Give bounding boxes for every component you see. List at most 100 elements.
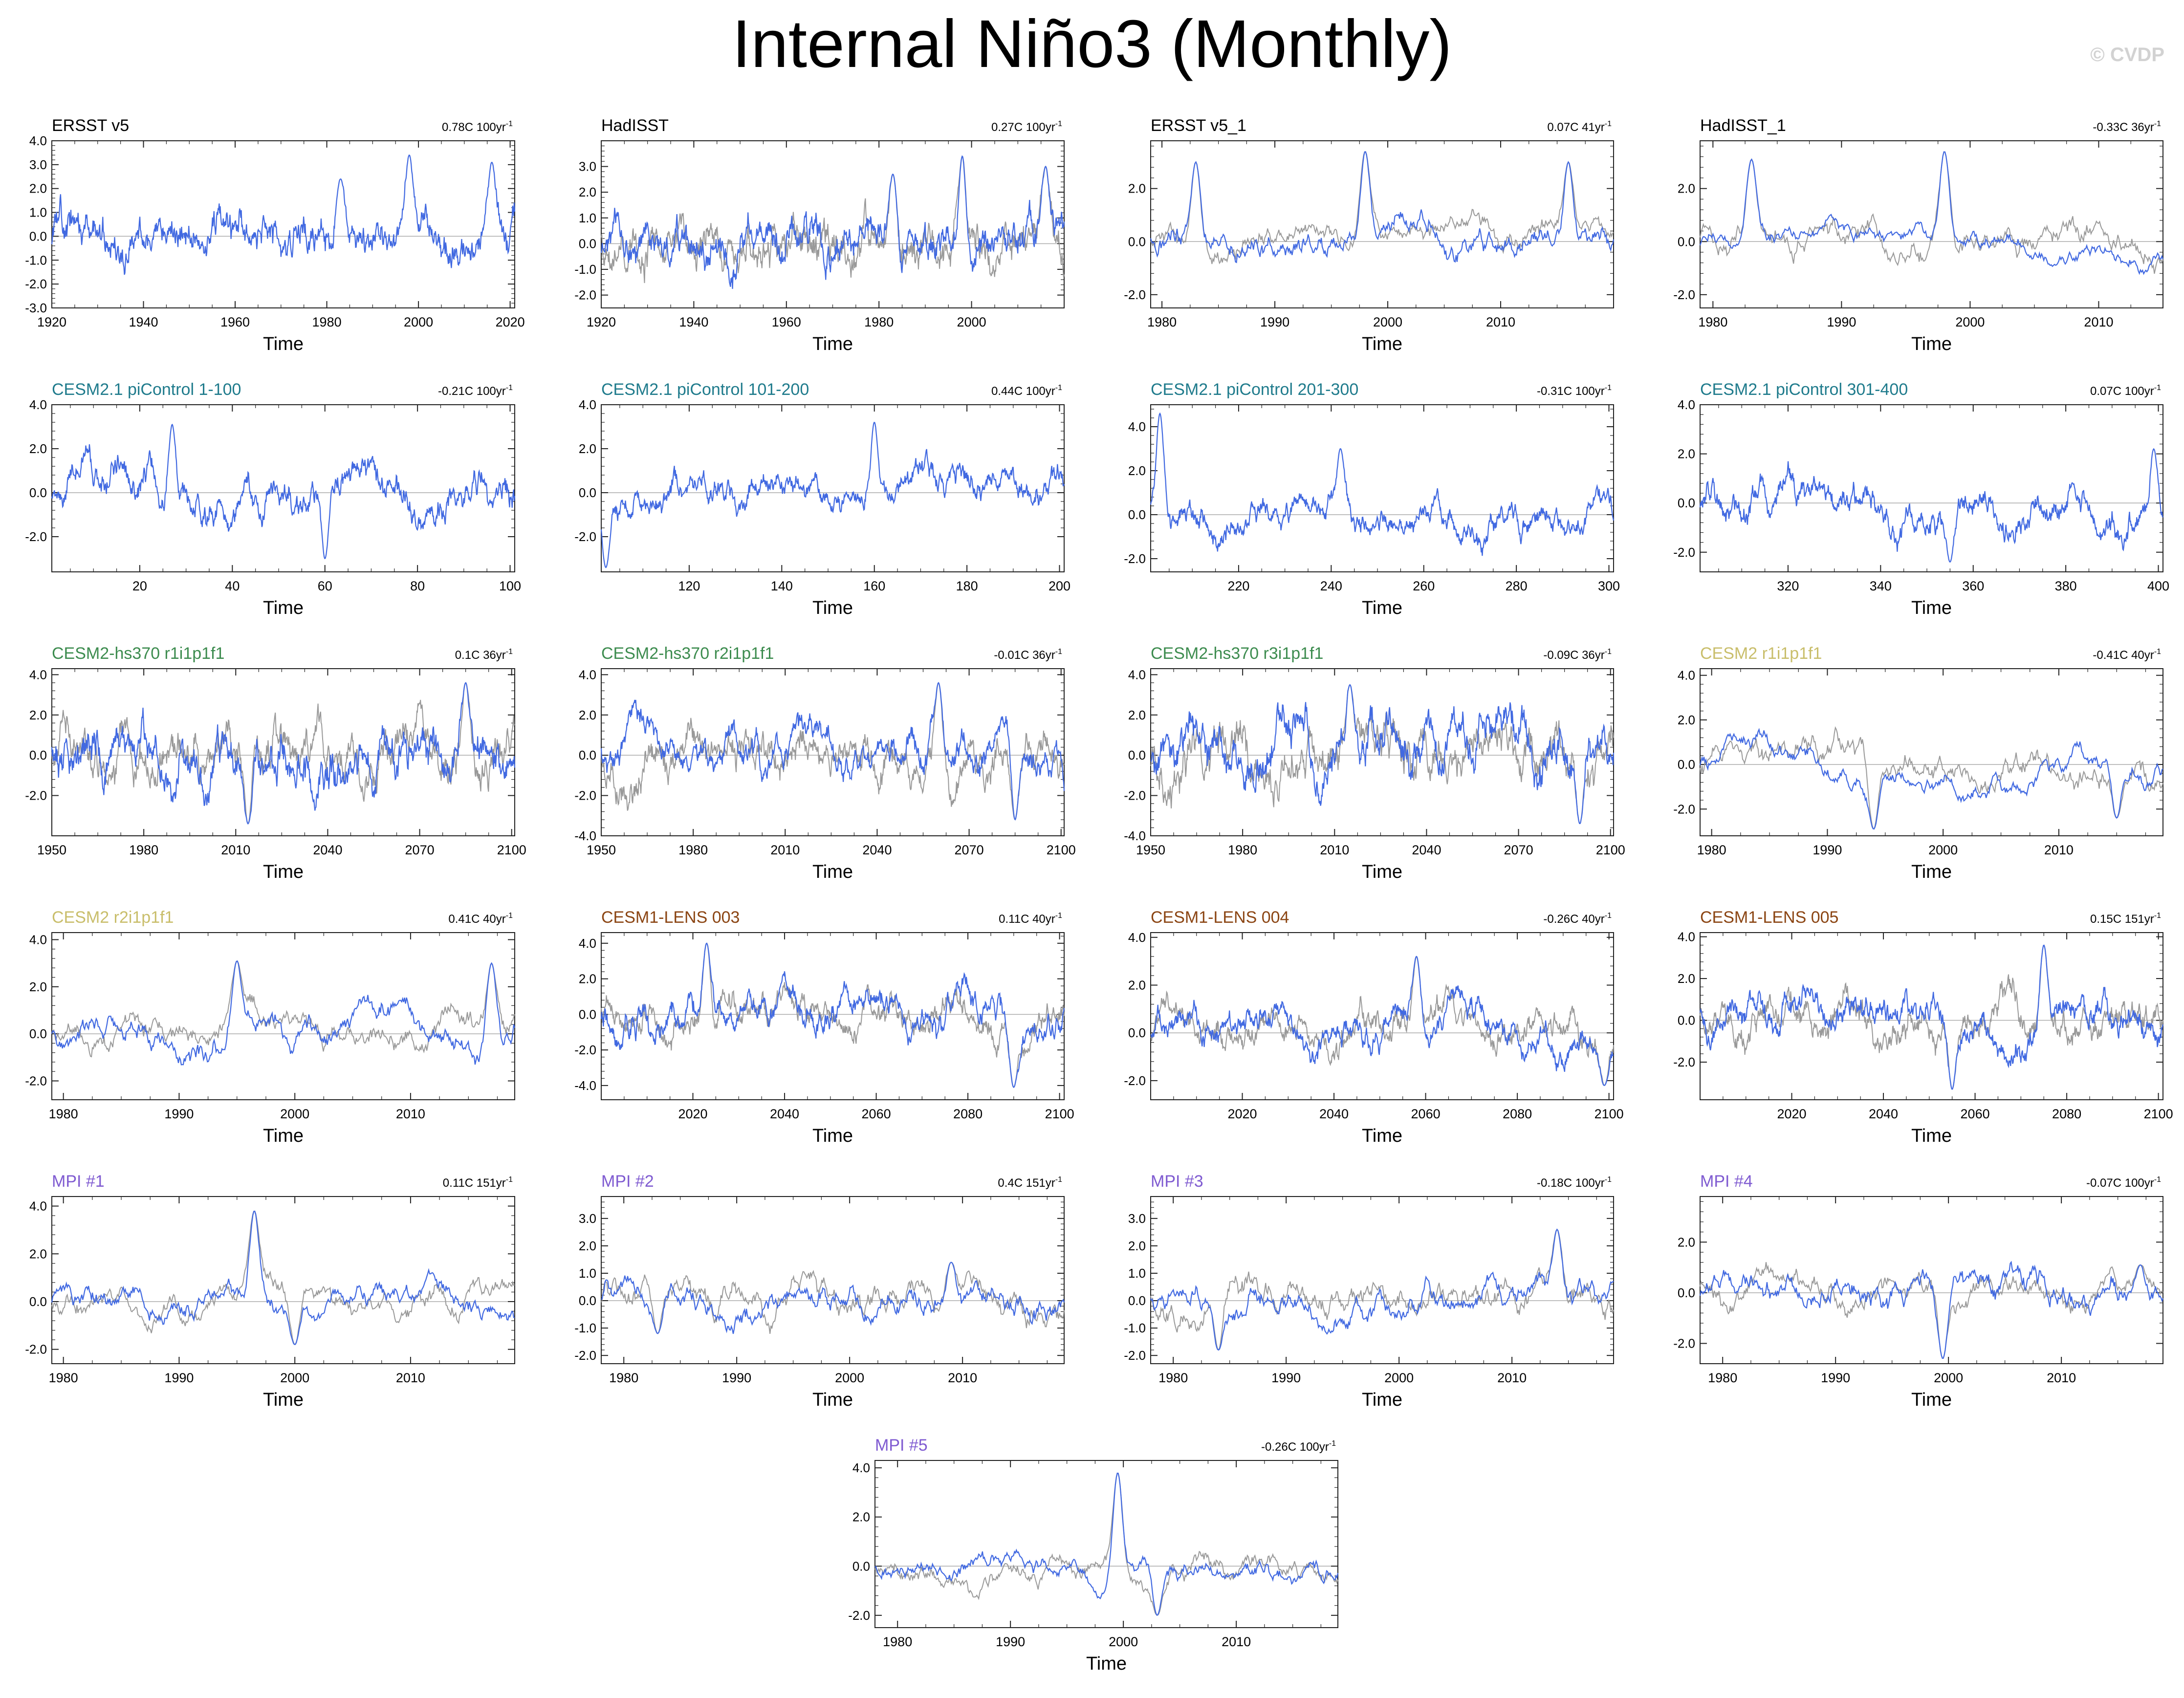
trend-label: 0.07C 41yr-1 bbox=[1547, 120, 1612, 134]
plot-frame bbox=[1150, 404, 1614, 572]
chart-title: CESM2-hs370 r2i1p1f1 bbox=[601, 644, 774, 663]
trend-exponent: -1 bbox=[1605, 648, 1612, 656]
x-tick-label: 240 bbox=[1320, 579, 1342, 593]
x-tick-label: 40 bbox=[225, 579, 240, 593]
chart-title: MPI #1 bbox=[52, 1172, 105, 1191]
y-tick-label: 2.0 bbox=[1128, 181, 1146, 196]
chart-panel-9: CESM2-hs370 r1i1p1f1 0.1C 36yr-1 -2.0 0.0 2.… bbox=[25, 644, 526, 882]
chart-panel-11: CESM2-hs370 r3i1p1f1 -0.09C 36yr-1 -4.0 -2.… bbox=[1124, 644, 1625, 882]
observed-series-line bbox=[1150, 151, 1614, 264]
x-tick-label: 2070 bbox=[1504, 843, 1533, 857]
x-tick-label: 1990 bbox=[1813, 843, 1842, 857]
x-axis-label: Time bbox=[1911, 598, 1952, 618]
x-tick-label: 60 bbox=[318, 579, 332, 593]
y-tick-label: 4.0 bbox=[1678, 668, 1695, 683]
x-tick-label: 2010 bbox=[1222, 1634, 1251, 1649]
x-tick-label: 380 bbox=[2055, 579, 2077, 593]
chart-title: CESM2-hs370 r1i1p1f1 bbox=[52, 644, 224, 663]
x-tick-label: 2000 bbox=[1928, 843, 1958, 857]
simulated-series-line bbox=[1150, 151, 1615, 263]
x-tick-label: 1990 bbox=[1271, 1371, 1301, 1385]
x-tick-label: 2060 bbox=[1961, 1107, 1990, 1121]
chart-title: CESM2.1 piControl 301-400 bbox=[1700, 380, 1908, 399]
simulated-series-line bbox=[51, 682, 516, 825]
x-tick-label: 1960 bbox=[220, 315, 250, 329]
trend-label: -0.18C 100yr-1 bbox=[1537, 1176, 1612, 1190]
x-axis-label: Time bbox=[812, 1126, 853, 1146]
chart-title: CESM2 r2i1p1f1 bbox=[52, 908, 174, 927]
x-tick-label: 2040 bbox=[313, 843, 342, 857]
plot-frame bbox=[1700, 668, 2163, 836]
x-tick-label: 2020 bbox=[496, 315, 525, 329]
y-tick-label: 0.0 bbox=[579, 485, 596, 500]
y-tick-label: 4.0 bbox=[29, 932, 47, 947]
x-tick-label: 2100 bbox=[2144, 1107, 2173, 1121]
chart-panel-1: ERSST v5 0.78C 100yr-1 -3.0 -2.0 -1.0 0.0 1.0 2… bbox=[25, 116, 524, 354]
trend-exponent: -1 bbox=[1055, 384, 1062, 392]
x-tick-label: 2100 bbox=[1047, 843, 1076, 857]
chart-panel-15: CESM1-LENS 004 -0.26C 40yr-1 -2.0 0.0 2.0 4.0… bbox=[1124, 908, 1623, 1146]
x-tick-label: 2080 bbox=[1503, 1107, 1532, 1121]
trend-exponent: -1 bbox=[1605, 1176, 1612, 1184]
y-tick-label: 4.0 bbox=[579, 936, 596, 951]
chart-panel-19: MPI #3 -0.18C 100yr-1 -2.0 -1.0 0.0 1.0 2.0 3.0… bbox=[1124, 1172, 1614, 1410]
chart-title: CESM2.1 piControl 101-200 bbox=[601, 380, 809, 399]
y-tick-label: 0.0 bbox=[579, 1293, 596, 1308]
y-tick-label: 2.0 bbox=[579, 972, 596, 986]
chart-title: CESM1-LENS 005 bbox=[1700, 908, 1838, 927]
y-tick-label: -2.0 bbox=[848, 1608, 870, 1623]
observed-series-line bbox=[1700, 726, 2163, 830]
x-tick-label: 140 bbox=[771, 579, 793, 593]
trend-label: 0.1C 36yr-1 bbox=[455, 648, 513, 662]
x-tick-label: 1980 bbox=[49, 1107, 78, 1121]
trend-exponent: -1 bbox=[506, 384, 513, 392]
chart-title: MPI #4 bbox=[1700, 1172, 1753, 1191]
chart-panel-20: MPI #4 -0.07C 100yr-1 -2.0 0.0 2.0 1980 1990 20… bbox=[1673, 1172, 2164, 1410]
trend-label: -0.31C 100yr-1 bbox=[1537, 384, 1612, 398]
y-tick-label: -2.0 bbox=[1673, 287, 1695, 302]
simulated-series-line bbox=[600, 422, 1065, 568]
y-tick-label: -2.0 bbox=[574, 1348, 596, 1363]
simulated-series-line bbox=[51, 154, 516, 275]
x-tick-label: 2040 bbox=[862, 843, 892, 857]
y-tick-label: 4.0 bbox=[1678, 397, 1695, 412]
x-tick-label: 2100 bbox=[1596, 843, 1625, 857]
y-tick-label: 2.0 bbox=[29, 181, 47, 196]
y-tick-label: -1.0 bbox=[1124, 1321, 1146, 1335]
x-tick-label: 400 bbox=[2147, 579, 2169, 593]
chart-title: CESM1-LENS 004 bbox=[1151, 908, 1289, 927]
plot-frame bbox=[1700, 1196, 2163, 1364]
x-tick-label: 1980 bbox=[1147, 315, 1177, 329]
x-tick-label: 1990 bbox=[164, 1371, 194, 1385]
y-tick-label: -2.0 bbox=[574, 288, 596, 303]
y-tick-label: -1.0 bbox=[574, 1321, 596, 1335]
trend-label: -0.41C 40yr-1 bbox=[2093, 648, 2161, 662]
x-tick-label: 1980 bbox=[1228, 843, 1257, 857]
x-axis-label: Time bbox=[812, 598, 853, 618]
trend-exponent: -1 bbox=[1055, 120, 1062, 128]
observed-series-line bbox=[1150, 956, 1614, 1086]
x-tick-label: 2070 bbox=[405, 843, 435, 857]
x-tick-label: 1940 bbox=[679, 315, 708, 329]
plot-frame bbox=[1700, 140, 2163, 308]
y-tick-label: -2.0 bbox=[1124, 551, 1146, 566]
plot-frame bbox=[1150, 1196, 1614, 1364]
x-axis-label: Time bbox=[263, 862, 304, 882]
y-tick-label: -1.0 bbox=[574, 262, 596, 277]
x-tick-label: 2060 bbox=[862, 1107, 891, 1121]
x-tick-label: 1990 bbox=[722, 1371, 751, 1385]
x-tick-label: 160 bbox=[863, 579, 885, 593]
trend-exponent: -1 bbox=[506, 912, 513, 920]
trend-label: 0.78C 100yr-1 bbox=[442, 120, 513, 134]
plot-frame bbox=[1150, 140, 1614, 308]
x-tick-label: 2000 bbox=[1934, 1371, 1963, 1385]
chart-title: MPI #2 bbox=[601, 1172, 654, 1191]
x-tick-label: 100 bbox=[499, 579, 521, 593]
x-tick-label: 2100 bbox=[497, 843, 526, 857]
trend-label: -0.09C 36yr-1 bbox=[1543, 648, 1612, 662]
observed-series-line bbox=[1700, 151, 2163, 274]
simulated-series-line bbox=[600, 682, 1065, 821]
credit-label: © CVDP bbox=[2090, 44, 2164, 65]
y-tick-label: 0.0 bbox=[29, 1026, 47, 1041]
x-tick-label: 1980 bbox=[1158, 1371, 1188, 1385]
